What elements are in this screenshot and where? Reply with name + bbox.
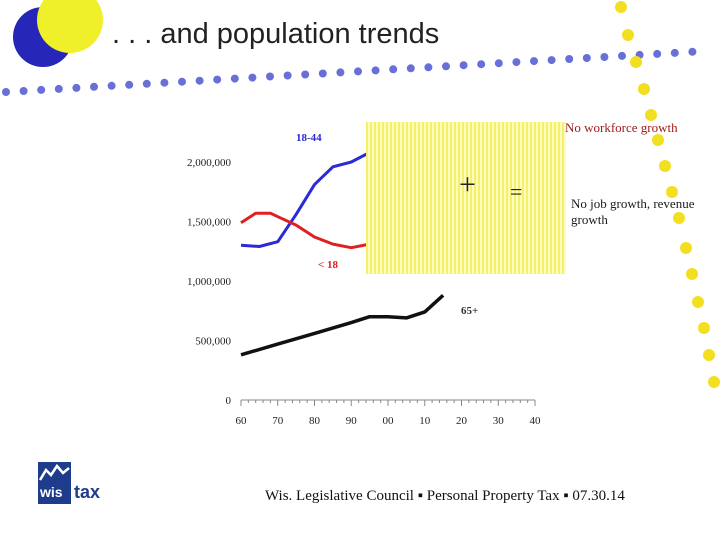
blue-dot: [283, 71, 292, 80]
series-line: [240, 211, 370, 250]
blue-dot: [653, 49, 662, 58]
yellow-dot: [686, 268, 698, 280]
skyline-icon: [38, 463, 70, 481]
blue-dot: [406, 64, 415, 73]
x-tick-label: 10: [419, 415, 431, 427]
yellow-dot: [692, 296, 704, 308]
blue-dot: [494, 59, 503, 68]
note-no-workforce-growth: No workforce growth: [565, 120, 678, 135]
yellow-dot: [666, 186, 678, 198]
blue-dot: [688, 47, 697, 56]
yellow-dot: [652, 134, 664, 146]
blue-dot: [266, 72, 274, 81]
highlight-overlay: [366, 122, 566, 274]
blue-dot: [195, 76, 204, 85]
yellow-dot: [615, 1, 627, 13]
series-label: 18-44: [296, 132, 322, 144]
equals-sign: =: [510, 179, 523, 204]
blue-dot: [37, 85, 46, 94]
y-tick-label: 1,000,000: [187, 276, 232, 288]
blue-dot: [389, 65, 398, 74]
yellow-circle: [37, 0, 103, 53]
blue-dot: [301, 70, 310, 79]
blue-dot: [213, 75, 222, 84]
slide-title: . . . and population trends: [112, 18, 440, 50]
yellow-dot: [638, 83, 650, 95]
blue-dot: [72, 83, 81, 92]
blue-dot: [178, 77, 186, 86]
yellow-dot: [622, 29, 634, 41]
yellow-dot: [630, 56, 642, 68]
blue-dot: [19, 87, 28, 95]
yellow-dot-arc: [615, 1, 720, 388]
blue-dot: [354, 67, 362, 76]
blue-dot: [618, 51, 626, 60]
series-line: [240, 294, 445, 357]
x-tick-label: 80: [309, 415, 321, 427]
x-tick-label: 00: [383, 415, 395, 427]
series-labels: 18-44 < 18 65+: [296, 132, 478, 317]
blue-dot: [442, 62, 450, 71]
y-tick-label: 500,000: [195, 336, 231, 348]
series-line: [240, 151, 371, 248]
blue-dot: [230, 74, 239, 83]
y-tick-label: 0: [226, 395, 232, 407]
y-tick-label: 1,500,000: [187, 217, 232, 229]
blue-dot: [512, 58, 521, 67]
yellow-dot: [680, 242, 692, 254]
blue-dot: [2, 88, 10, 96]
blue-dot: [565, 55, 574, 63]
logo-tax-text: tax: [74, 482, 101, 502]
blue-dot: [371, 66, 380, 75]
wistax-logo: wis tax: [38, 462, 114, 504]
x-tick-label: 30: [493, 415, 505, 427]
yellow-dot: [645, 109, 657, 121]
blue-dot: [248, 73, 257, 82]
blue-dot: [547, 56, 556, 65]
footer: Wis. Legislative Council ▪ Personal Prop…: [265, 488, 625, 504]
blue-dot: [582, 54, 591, 62]
blue-dot: [670, 48, 679, 57]
blue-dot: [125, 80, 134, 89]
note-no-job-growth: No job growth, revenue growth: [571, 196, 695, 227]
y-axis-ticks: 0 500,000 1,000,000 1,500,000 2,000,000: [187, 157, 232, 407]
yellow-dot: [703, 349, 715, 361]
blue-dot: [107, 81, 116, 90]
series-lines: [240, 151, 445, 357]
x-axis: 60 70 80 90 00 10 20 30 40: [236, 399, 542, 427]
x-tick-label: 60: [236, 415, 248, 427]
y-tick-label: 2,000,000: [187, 157, 232, 169]
logo-mark: wis: [38, 462, 71, 504]
x-tick-label: 20: [456, 415, 468, 427]
blue-dot: [90, 82, 98, 91]
blue-dot: [530, 57, 538, 66]
blue-dot: [160, 78, 169, 87]
blue-dot: [54, 84, 63, 93]
blue-dot: [424, 63, 433, 72]
blue-dot-row: [2, 47, 697, 96]
x-tick-label: 70: [272, 415, 284, 427]
x-tick-label: 90: [346, 415, 358, 427]
series-label: 65+: [461, 305, 478, 317]
series-label: < 18: [318, 259, 339, 271]
blue-dot: [318, 69, 327, 78]
blue-dot: [600, 53, 609, 61]
yellow-dot: [673, 212, 685, 224]
yellow-dot: [708, 376, 720, 388]
blue-dot: [142, 79, 151, 88]
blue-dot: [459, 61, 468, 70]
x-tick-label: 40: [530, 415, 542, 427]
blue-dot: [336, 68, 345, 77]
logo-wis-text: wis: [40, 484, 63, 500]
blue-dot: [477, 60, 486, 69]
yellow-dot: [659, 160, 671, 172]
yellow-dot: [698, 322, 710, 334]
plus-sign: +: [459, 168, 476, 201]
